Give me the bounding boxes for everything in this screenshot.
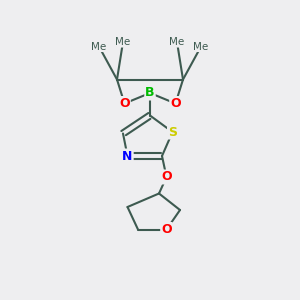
Text: O: O	[170, 97, 181, 110]
Text: B: B	[145, 86, 155, 100]
Text: S: S	[168, 125, 177, 139]
Text: N: N	[122, 149, 133, 163]
Text: Me: Me	[194, 41, 208, 52]
Text: O: O	[161, 223, 172, 236]
Text: Me: Me	[116, 37, 130, 47]
Text: O: O	[161, 170, 172, 184]
Text: O: O	[119, 97, 130, 110]
Text: Me: Me	[169, 37, 184, 47]
Text: Me: Me	[92, 41, 106, 52]
